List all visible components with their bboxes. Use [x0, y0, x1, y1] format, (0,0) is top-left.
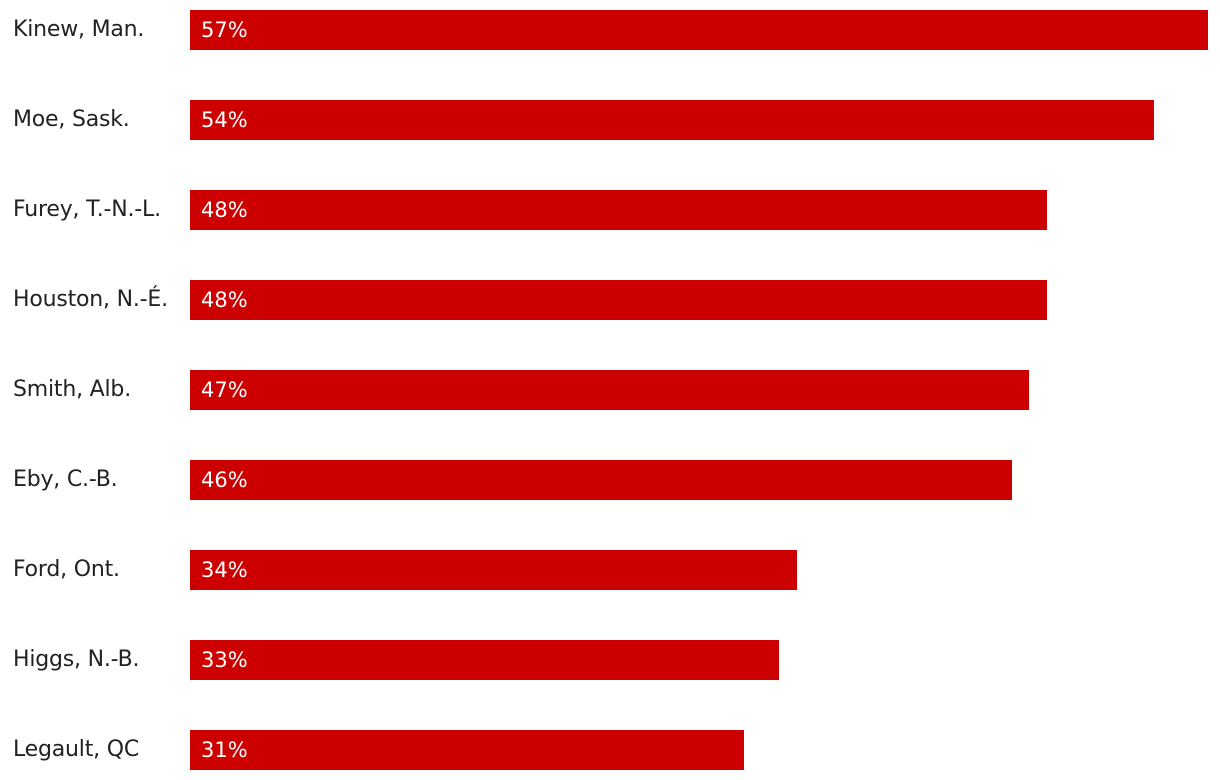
bar-value-label: 31%: [201, 738, 248, 762]
category-label: Kinew, Man.: [13, 17, 145, 42]
category-label: Legault, QC: [13, 737, 139, 762]
bar-value-label: 48%: [201, 288, 248, 312]
bar: 31%: [190, 730, 744, 770]
bar-value-label: 57%: [201, 18, 248, 42]
bar: 33%: [190, 640, 779, 680]
bar-value-label: 48%: [201, 198, 248, 222]
bar-row: Kinew, Man. 57%: [0, 10, 1220, 50]
bar-row: Houston, N.-É. 48%: [0, 280, 1220, 320]
bar-value-label: 33%: [201, 648, 248, 672]
category-label: Moe, Sask.: [13, 107, 130, 132]
bar: 54%: [190, 100, 1154, 140]
category-label: Houston, N.-É.: [13, 287, 168, 312]
bar: 34%: [190, 550, 797, 590]
bar-row: Higgs, N.-B. 33%: [0, 640, 1220, 680]
bar: 57%: [190, 10, 1208, 50]
bar-value-label: 47%: [201, 378, 248, 402]
bar-row: Legault, QC 31%: [0, 730, 1220, 770]
bar-row: Smith, Alb. 47%: [0, 370, 1220, 410]
bar: 47%: [190, 370, 1029, 410]
bar-value-label: 54%: [201, 108, 248, 132]
bar-value-label: 46%: [201, 468, 248, 492]
category-label: Smith, Alb.: [13, 377, 131, 402]
bar-row: Ford, Ont. 34%: [0, 550, 1220, 590]
category-label: Higgs, N.-B.: [13, 647, 140, 672]
bar-row: Moe, Sask. 54%: [0, 100, 1220, 140]
bar: 48%: [190, 190, 1047, 230]
category-label: Eby, C.-B.: [13, 467, 118, 492]
category-label: Furey, T.-N.-L.: [13, 197, 161, 222]
bar-row: Furey, T.-N.-L. 48%: [0, 190, 1220, 230]
bar: 48%: [190, 280, 1047, 320]
category-label: Ford, Ont.: [13, 557, 120, 582]
bar: 46%: [190, 460, 1012, 500]
bar-value-label: 34%: [201, 558, 248, 582]
bar-row: Eby, C.-B. 46%: [0, 460, 1220, 500]
